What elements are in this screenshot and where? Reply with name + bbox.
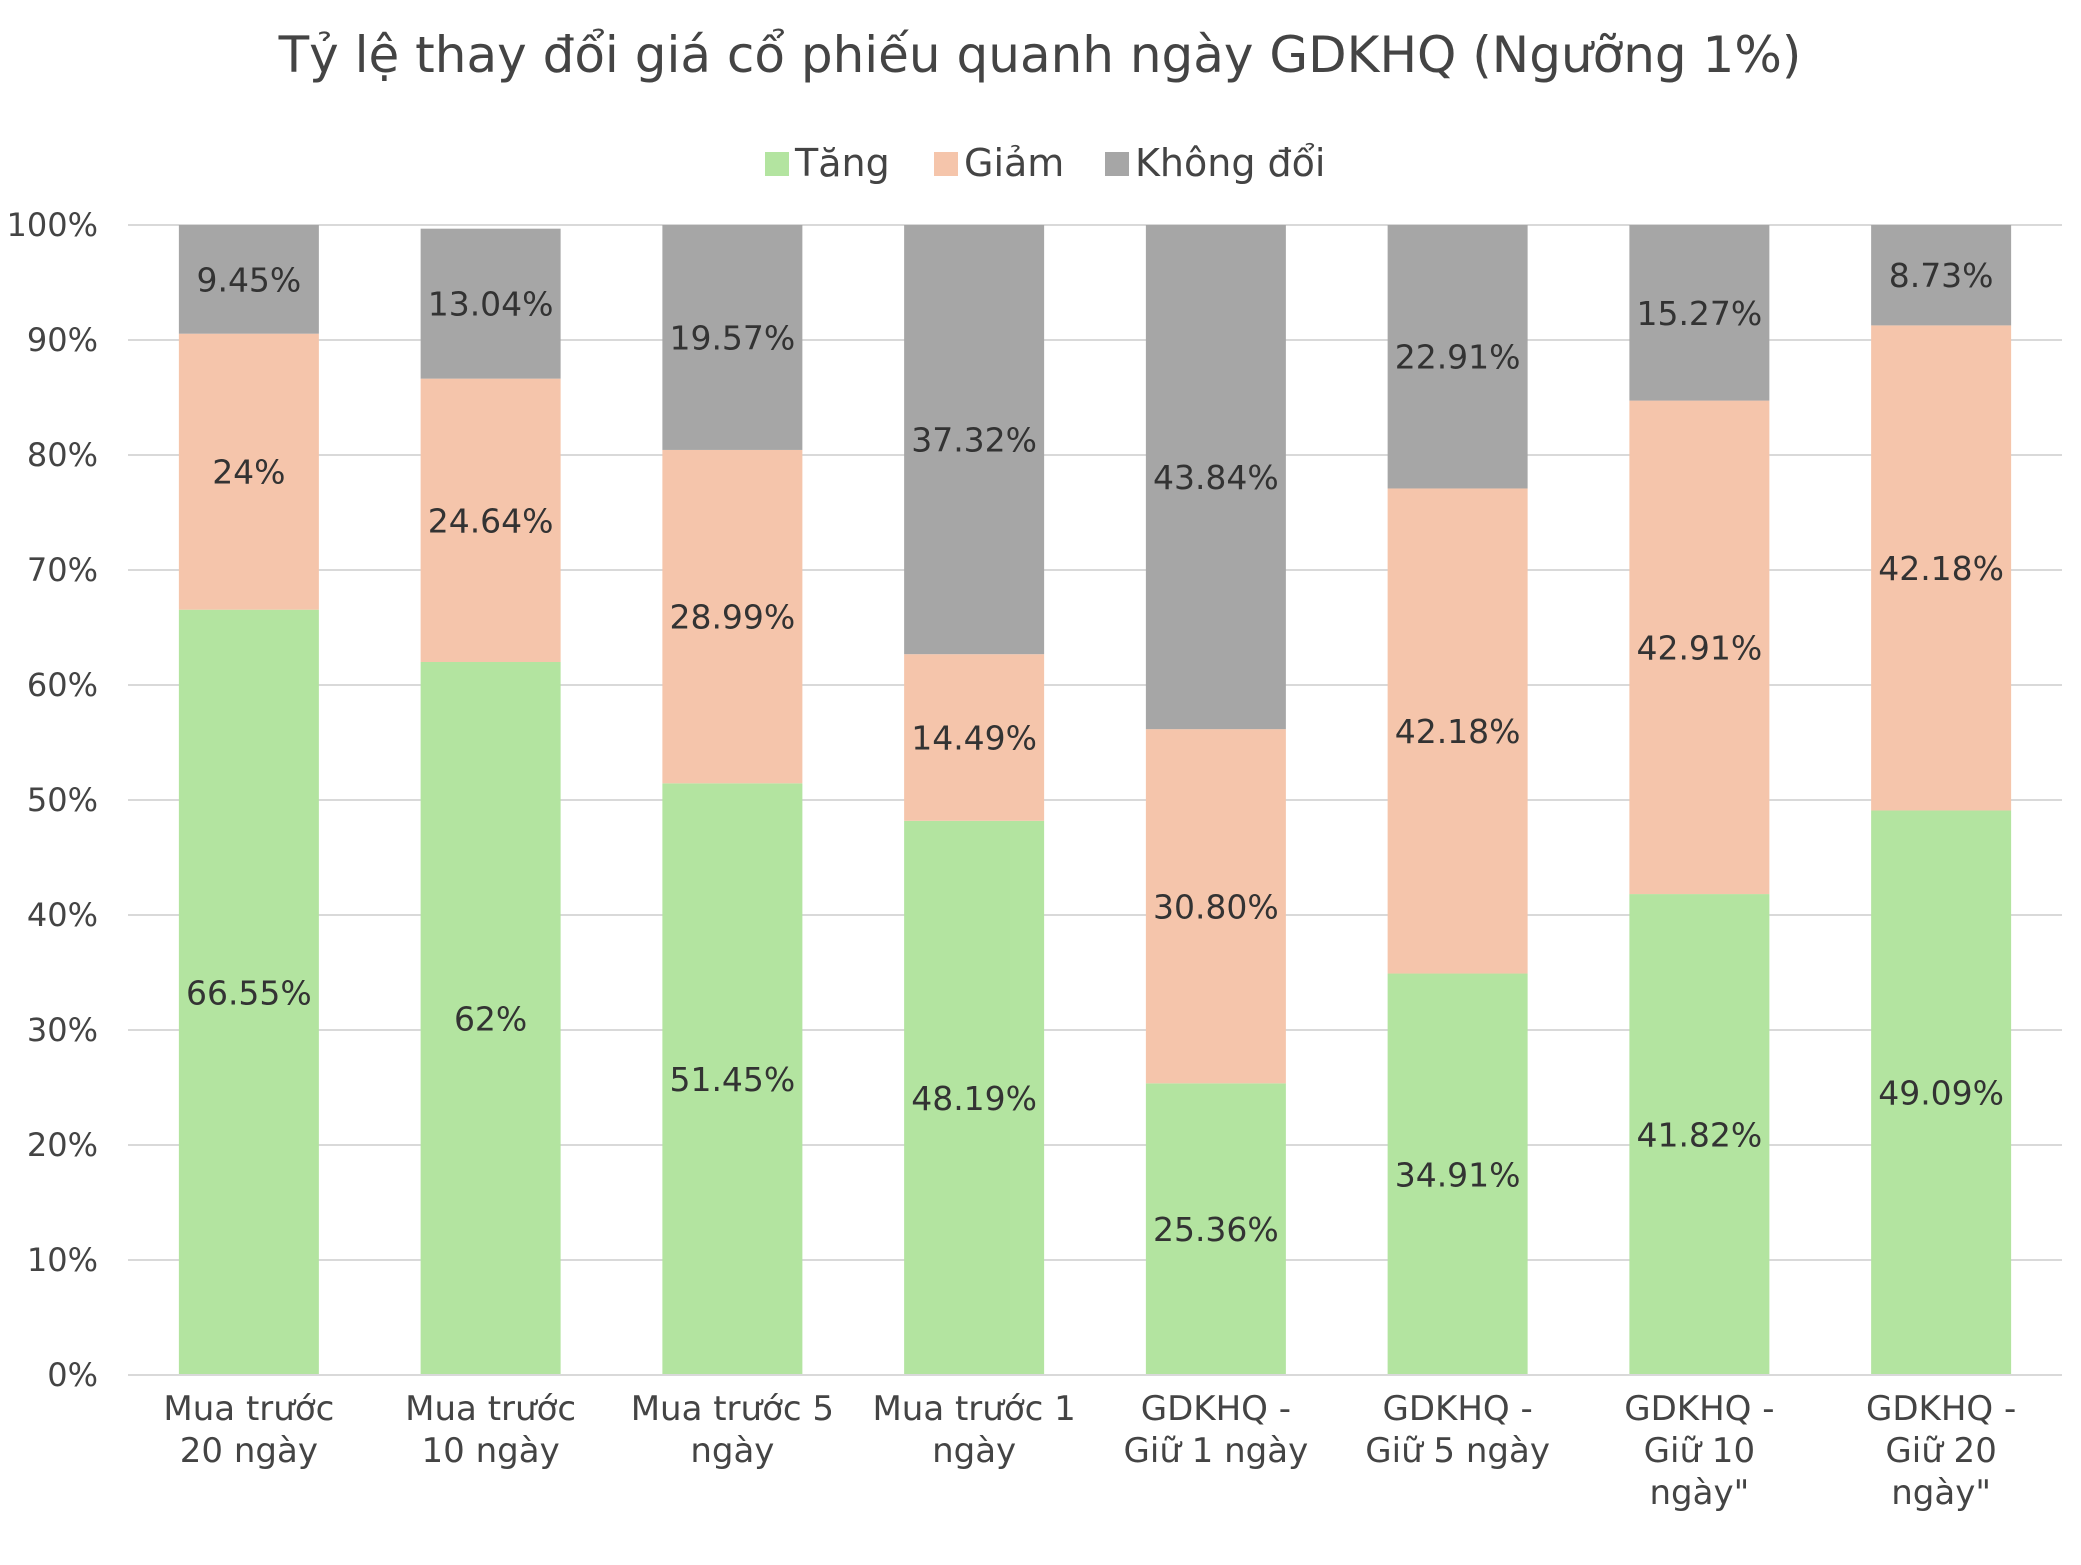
legend-item-tang: Tăng [765,141,890,185]
data-label-giam: 30.80% [1153,887,1279,926]
bar-segment-khong-doi [420,228,561,379]
legend-item-khong-doi: Không đổi [1105,141,1325,185]
y-tick-label: 30% [27,1011,98,1049]
data-label-giam: 42.91% [1636,628,1762,667]
x-tick-label: Mua trước 1 ngày [872,1389,1075,1471]
bar-segment-tang [1387,973,1528,1375]
y-tick-label: 40% [27,896,98,934]
data-label-tang: 51.45% [669,1060,795,1099]
data-label-giam: 42.18% [1395,712,1521,751]
y-tick-label: 100% [7,206,98,244]
data-label-tang: 48.19% [911,1079,1037,1118]
data-label-khong-doi: 8.73% [1889,256,1994,295]
bar-segment-tang [662,783,803,1375]
data-label-giam: 28.99% [669,598,795,637]
data-label-tang: 66.55% [186,973,312,1012]
data-label-tang: 34.91% [1395,1155,1521,1194]
y-tick-label: 60% [27,666,98,704]
bar-segment-tang [1629,894,1770,1375]
data-label-khong-doi: 13.04% [428,285,554,324]
data-label-khong-doi: 9.45% [196,260,301,299]
bar-segment-giam [1145,729,1286,1084]
x-tick-label: GDKHQ -Giữ 10 ngày" [1624,1389,1774,1513]
bar-segment-khong-doi [1871,225,2012,326]
x-tick-label: Mua trước 10 ngày [405,1389,576,1471]
y-tick-label: 0% [47,1356,98,1394]
legend-label-khong-doi: Không đổi [1135,141,1325,185]
data-label-khong-doi: 37.32% [911,421,1037,460]
bar-segment-giam [420,378,561,662]
data-label-khong-doi: 15.27% [1636,294,1762,333]
bar-segment-giam [178,333,319,610]
legend: Tăng Giảm Không đổi [765,141,1325,185]
legend-label-giam: Giảm [964,141,1064,185]
bar-segment-giam [904,654,1045,821]
bar-segment-khong-doi [1387,225,1528,489]
bar-segment-giam [662,449,803,784]
x-tick-label: Mua trước 20 ngày [163,1389,334,1471]
data-label-giam: 42.18% [1878,549,2004,588]
bar-segment-giam [1387,488,1528,974]
y-tick-label: 20% [27,1126,98,1164]
data-label-giam: 24.64% [428,501,554,540]
bar-segment-giam [1871,325,2012,811]
y-axis-ticks: 0% 10% 20% 30% 40% 50% 60% 70% 80% 90% 100% [7,206,98,1394]
x-tick-label: GDKHQ -Giữ 5 ngày [1365,1389,1550,1471]
data-label-khong-doi: 43.84% [1153,458,1279,497]
bar-segment-tang [178,609,319,1375]
data-label-tang: 41.82% [1636,1116,1762,1155]
y-tick-label: 90% [27,321,98,359]
y-tick-label: 80% [27,436,98,474]
bar-segment-tang [1871,810,2012,1375]
bar-segment-khong-doi [178,225,319,334]
bars [178,225,2012,1375]
x-axis-ticks: Mua trước 20 ngày Mua trước 10 ngày Mua trướ… [163,1389,2016,1513]
bar-segment-khong-doi [1145,225,1286,730]
data-label-tang: 49.09% [1878,1074,2004,1113]
bar-segment-giam [1629,400,1770,895]
data-label-tang: 25.36% [1153,1210,1279,1249]
chart-title: Tỷ lệ thay đổi giá cổ phiếu quanh ngày G… [278,26,1802,84]
legend-item-giam: Giảm [934,141,1064,185]
gridlines [128,224,2062,1261]
bar-segment-khong-doi [1629,225,1770,401]
x-tick-label: GDKHQ -Giữ 20 ngày" [1866,1389,2016,1513]
bar-segment-khong-doi [662,225,803,450]
data-label-giam: 14.49% [911,718,1037,757]
bar-segment-tang [1145,1083,1286,1375]
x-tick-label: GDKHQ -Giữ 1 ngày [1124,1389,1309,1471]
data-labels: 66.55% 24% 9.45% 62% 24.64% 13.04% 51.45% 28.99… [186,256,2004,1249]
bar-segment-khong-doi [904,225,1045,655]
bar-segment-tang [904,820,1045,1375]
bar-segment-tang [420,662,561,1375]
legend-swatch-tang [765,152,789,176]
data-label-khong-doi: 22.91% [1395,338,1521,377]
legend-label-tang: Tăng [794,141,890,185]
data-label-giam: 24% [212,453,285,492]
y-tick-label: 10% [27,1241,98,1279]
x-tick-label: Mua trước 5 ngày [631,1389,834,1471]
y-tick-label: 50% [27,781,98,819]
data-label-khong-doi: 19.57% [669,318,795,357]
data-label-tang: 62% [454,1000,527,1039]
legend-swatch-giam [934,152,958,176]
y-tick-label: 70% [27,551,98,589]
legend-swatch-khong-doi [1105,152,1129,176]
